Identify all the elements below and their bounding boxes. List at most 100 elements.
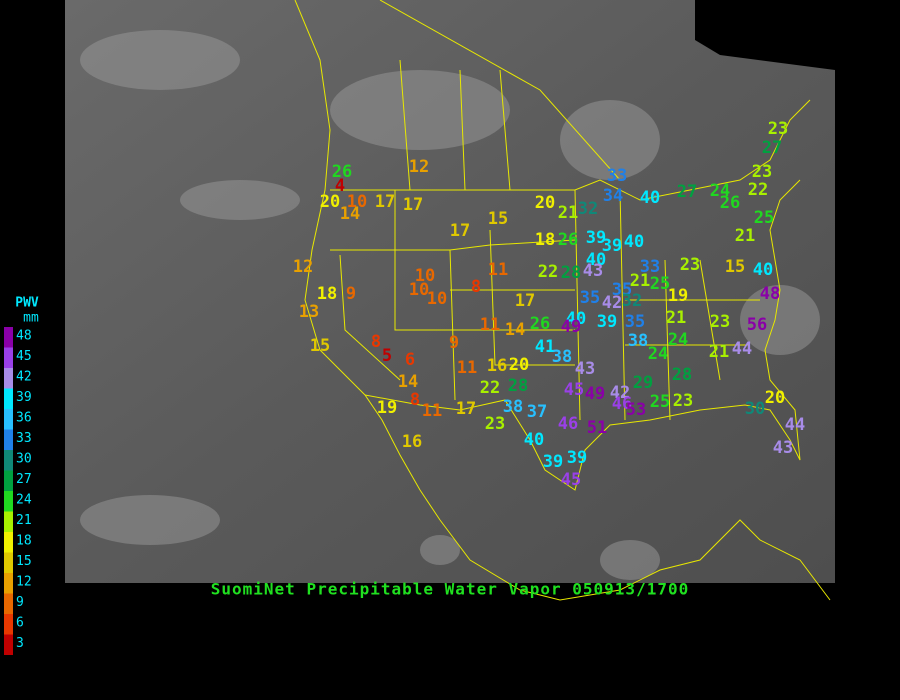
legend-swatch — [4, 450, 13, 471]
legend-label: 24 — [16, 493, 32, 508]
legend-unit: mm — [23, 311, 39, 326]
station-value: 16 — [487, 356, 507, 376]
station-value: 27 — [677, 182, 697, 202]
station-value: 34 — [603, 186, 623, 206]
legend-swatch — [4, 511, 13, 532]
legend-swatch — [4, 573, 13, 594]
legend-label: 18 — [16, 534, 32, 549]
legend-swatch — [4, 552, 13, 573]
station-value: 46 — [558, 414, 578, 434]
station-value: 21 — [630, 271, 650, 291]
legend-swatch — [4, 634, 13, 655]
station-value: 23 — [768, 119, 788, 139]
station-value: 15 — [310, 336, 330, 356]
legend-swatch — [4, 429, 13, 450]
station-value: 17 — [403, 195, 423, 215]
legend-swatch — [4, 388, 13, 409]
station-value: 20 — [535, 193, 555, 213]
station-value: 25 — [650, 274, 670, 294]
station-value: 39 — [567, 448, 587, 468]
legend-label: 33 — [16, 431, 32, 446]
legend-swatch — [4, 593, 13, 614]
station-value: 35 — [625, 312, 645, 332]
station-value: 33 — [607, 166, 627, 186]
station-value: 37 — [527, 402, 547, 422]
station-value: 46 — [612, 394, 632, 414]
station-value: 10 — [427, 289, 447, 309]
station-value: 23 — [752, 162, 772, 182]
station-value: 14 — [505, 320, 525, 340]
station-value: 40 — [753, 260, 773, 280]
legend-label: 9 — [16, 595, 24, 610]
station-value: 32 — [622, 291, 642, 311]
station-value: 24 — [710, 181, 730, 201]
map-title: SuomiNet Precipitable Water Vapor 050913… — [211, 580, 689, 599]
legend-swatch — [4, 409, 13, 430]
station-value: 11 — [488, 260, 508, 280]
station-value: 21 — [666, 308, 686, 328]
legend-label: 6 — [16, 616, 24, 631]
station-value: 20 — [509, 355, 529, 375]
station-value: 22 — [538, 262, 558, 282]
station-value: 9 — [346, 284, 356, 304]
station-value: 40 — [586, 250, 606, 270]
legend-label: 27 — [16, 472, 32, 487]
station-value: 49 — [585, 384, 605, 404]
station-value: 20 — [765, 388, 785, 408]
station-value: 17 — [375, 192, 395, 212]
station-value: 17 — [456, 399, 476, 419]
boundaries — [294, 0, 831, 601]
station-value: 39 — [597, 312, 617, 332]
station-value: 8 — [371, 332, 381, 352]
station-value: 22 — [748, 180, 768, 200]
station-value: 41 — [535, 337, 555, 357]
station-value: 5 — [382, 346, 392, 366]
clouds — [80, 30, 820, 580]
station-value: 21 — [735, 226, 755, 246]
station-value: 12 — [409, 157, 429, 177]
station-value: 40 — [640, 188, 660, 208]
station-value: 9 — [449, 333, 459, 353]
station-value: 26 — [530, 314, 550, 334]
legend-label: 3 — [16, 636, 24, 651]
legend-label: 45 — [16, 349, 32, 364]
legend-swatch — [4, 491, 13, 512]
legend: 48 45 42 39 36 33 30 27 24 21 18 15 12 9 6 3 — [4, 327, 32, 655]
station-value: 56 — [747, 315, 767, 335]
station-value: 28 — [672, 365, 692, 385]
station-value: 40 — [524, 430, 544, 450]
station-value: 10 — [409, 280, 429, 300]
legend-swatch — [4, 614, 13, 635]
station-value: 21 — [709, 342, 729, 362]
station-value: 18 — [317, 284, 337, 304]
station-value: 23 — [673, 391, 693, 411]
legend-label: 36 — [16, 411, 32, 426]
station-value: 33 — [640, 257, 660, 277]
station-value: 26 — [558, 230, 578, 250]
station-value: 43 — [583, 261, 603, 281]
station-value: 26 — [720, 193, 740, 213]
legend-swatch — [4, 347, 13, 368]
station-value: 23 — [710, 312, 730, 332]
station-value: 11 — [480, 315, 500, 335]
station-value: 16 — [402, 432, 422, 452]
station-value: 29 — [633, 373, 653, 393]
station-value: 11 — [422, 401, 442, 421]
station-value: 38 — [552, 347, 572, 367]
station-value: 43 — [773, 438, 793, 458]
station-value: 14 — [398, 372, 418, 392]
legend-swatch — [4, 327, 13, 348]
station-value: 22 — [480, 378, 500, 398]
station-value: 39 — [543, 452, 563, 472]
station-value: 51 — [587, 418, 607, 438]
station-value: 53 — [626, 400, 646, 420]
station-value: 35 — [612, 280, 632, 300]
legend-swatch — [4, 470, 13, 491]
station-value: 25 — [754, 208, 774, 228]
station-value: 32 — [578, 199, 598, 219]
legend-label: 48 — [16, 329, 32, 344]
station-value: 8 — [471, 277, 481, 297]
station-value: 30 — [745, 399, 765, 419]
station-value: 10 — [415, 266, 435, 286]
